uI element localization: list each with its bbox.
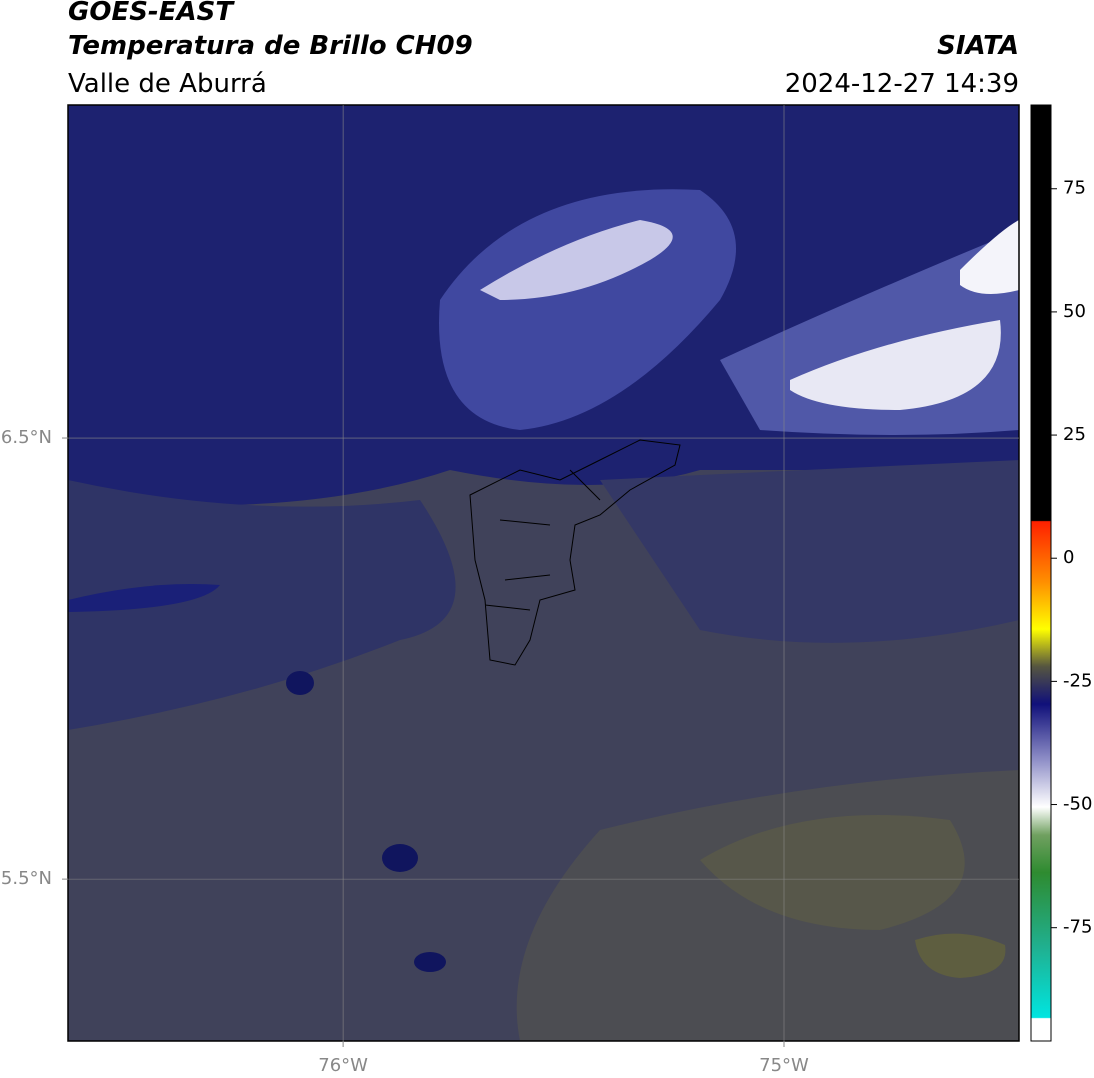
- imagery: [68, 105, 1019, 1041]
- colorbar-tick-label: 75: [1063, 178, 1086, 199]
- title: GOES-EAST: [68, 0, 235, 27]
- lat-tick-label: 5.5°N: [1, 868, 52, 889]
- municipal-boundaries: [469, 439, 681, 666]
- colorbar-tick-label: 0: [1063, 547, 1074, 568]
- region: Valle de Aburrá: [68, 69, 267, 99]
- lon-tick-label: 76°W: [318, 1055, 368, 1076]
- colorbar-tick-label: 25: [1063, 424, 1086, 445]
- lon-tick-label: 75°W: [759, 1055, 809, 1076]
- subtitle: Temperatura de Brillo CH09: [68, 31, 473, 61]
- colorbar-tick-label: -25: [1063, 670, 1092, 691]
- timestamp: 2024-12-27 14:39: [785, 69, 1019, 99]
- lat-tick-label: 6.5°N: [1, 427, 52, 448]
- map-frame: [67, 104, 1020, 1042]
- colorbar-tick-label: -75: [1063, 917, 1092, 938]
- colorbar: [1030, 104, 1052, 1042]
- colorbar-tick-label: -50: [1063, 794, 1092, 815]
- colorbar-tick-label: 50: [1063, 301, 1086, 322]
- source: SIATA: [937, 31, 1019, 61]
